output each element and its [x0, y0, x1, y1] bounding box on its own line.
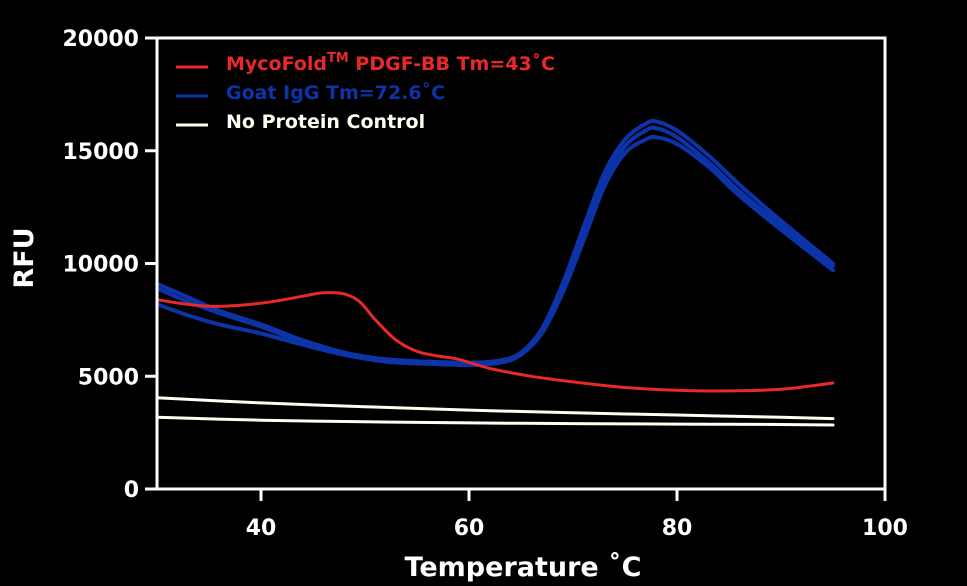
- y-tick-label: 10000: [62, 253, 139, 278]
- y-axis-ticks: 0 5000 10000 15000 20000: [62, 27, 157, 503]
- series-line-5: [155, 415, 835, 427]
- legend-label: Goat IgG Tm=72.6˚C: [226, 81, 445, 104]
- legend-label-superscript: TM: [327, 51, 349, 66]
- x-tick-label: 40: [246, 516, 277, 541]
- series-line-3: [155, 134, 835, 368]
- legend: MycoFoldTM PDGF-BB Tm=43˚C Goat IgG Tm=72…: [176, 51, 555, 133]
- legend-label: MycoFoldTM PDGF-BB Tm=43˚C: [226, 51, 555, 75]
- x-tick-label: 60: [454, 516, 485, 541]
- series-line-4: [155, 396, 835, 421]
- y-tick-label: 5000: [78, 365, 139, 390]
- x-axis-ticks: 40 60 80 100: [246, 489, 908, 541]
- legend-label-main: Goat IgG Tm=72.6˚C: [226, 81, 445, 104]
- series-layer: [155, 118, 835, 427]
- legend-label-main: No Protein Control: [226, 111, 425, 133]
- series-line-2: [155, 118, 835, 365]
- y-axis-title: RFU: [9, 227, 40, 288]
- y-tick-label: 20000: [62, 27, 139, 52]
- y-tick-label: 15000: [62, 140, 139, 165]
- legend-label-rest: PDGF-BB Tm=43˚C: [349, 52, 555, 75]
- x-axis-title: Temperature ˚C: [405, 552, 642, 583]
- legend-label: No Protein Control: [226, 111, 425, 133]
- series-line-0: [155, 291, 835, 393]
- x-tick-label: 100: [862, 516, 908, 541]
- legend-label-main: MycoFold: [226, 53, 327, 75]
- x-tick-label: 80: [662, 516, 693, 541]
- y-tick-label: 0: [124, 478, 139, 503]
